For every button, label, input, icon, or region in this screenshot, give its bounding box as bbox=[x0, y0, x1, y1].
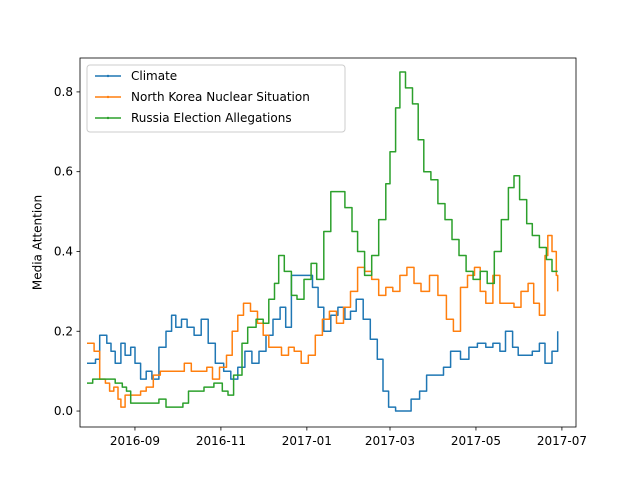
y-axis-label: Media Attention bbox=[31, 195, 45, 290]
legend-marker bbox=[106, 74, 110, 78]
legend-marker bbox=[106, 116, 110, 120]
legend-label: Russia Election Allegations bbox=[131, 111, 292, 125]
y-tick-label: 0.8 bbox=[54, 85, 73, 99]
series-line-0 bbox=[87, 274, 559, 412]
y-tick-label: 0.0 bbox=[54, 404, 73, 418]
legend-label: North Korea Nuclear Situation bbox=[131, 90, 310, 104]
series-line-1 bbox=[87, 234, 559, 408]
y-tick-label: 0.2 bbox=[54, 324, 73, 338]
x-tick-label: 2017-07 bbox=[537, 434, 587, 448]
y-axis: 0.0 0.2 0.4 0.6 0.8 bbox=[54, 85, 80, 418]
x-tick-label: 2016-11 bbox=[196, 434, 246, 448]
series-line-2 bbox=[87, 71, 558, 408]
x-axis: 2016-09 2016-11 2017-01 2017-03 2017-05 2017-… bbox=[110, 427, 587, 448]
x-tick-label: 2017-03 bbox=[365, 434, 415, 448]
x-tick-label: 2017-05 bbox=[451, 434, 501, 448]
x-tick-label: 2017-01 bbox=[282, 434, 332, 448]
series-layer bbox=[87, 71, 559, 412]
y-tick-label: 0.4 bbox=[54, 244, 73, 258]
plot-frame bbox=[79, 57, 577, 428]
y-tick-label: 0.6 bbox=[54, 165, 73, 179]
legend-marker bbox=[106, 95, 110, 99]
legend: Climate North Korea Nuclear Situation Russ… bbox=[86, 64, 346, 133]
legend-box bbox=[86, 64, 346, 133]
legend-label: Climate bbox=[131, 69, 177, 83]
x-tick-label: 2016-09 bbox=[110, 434, 160, 448]
